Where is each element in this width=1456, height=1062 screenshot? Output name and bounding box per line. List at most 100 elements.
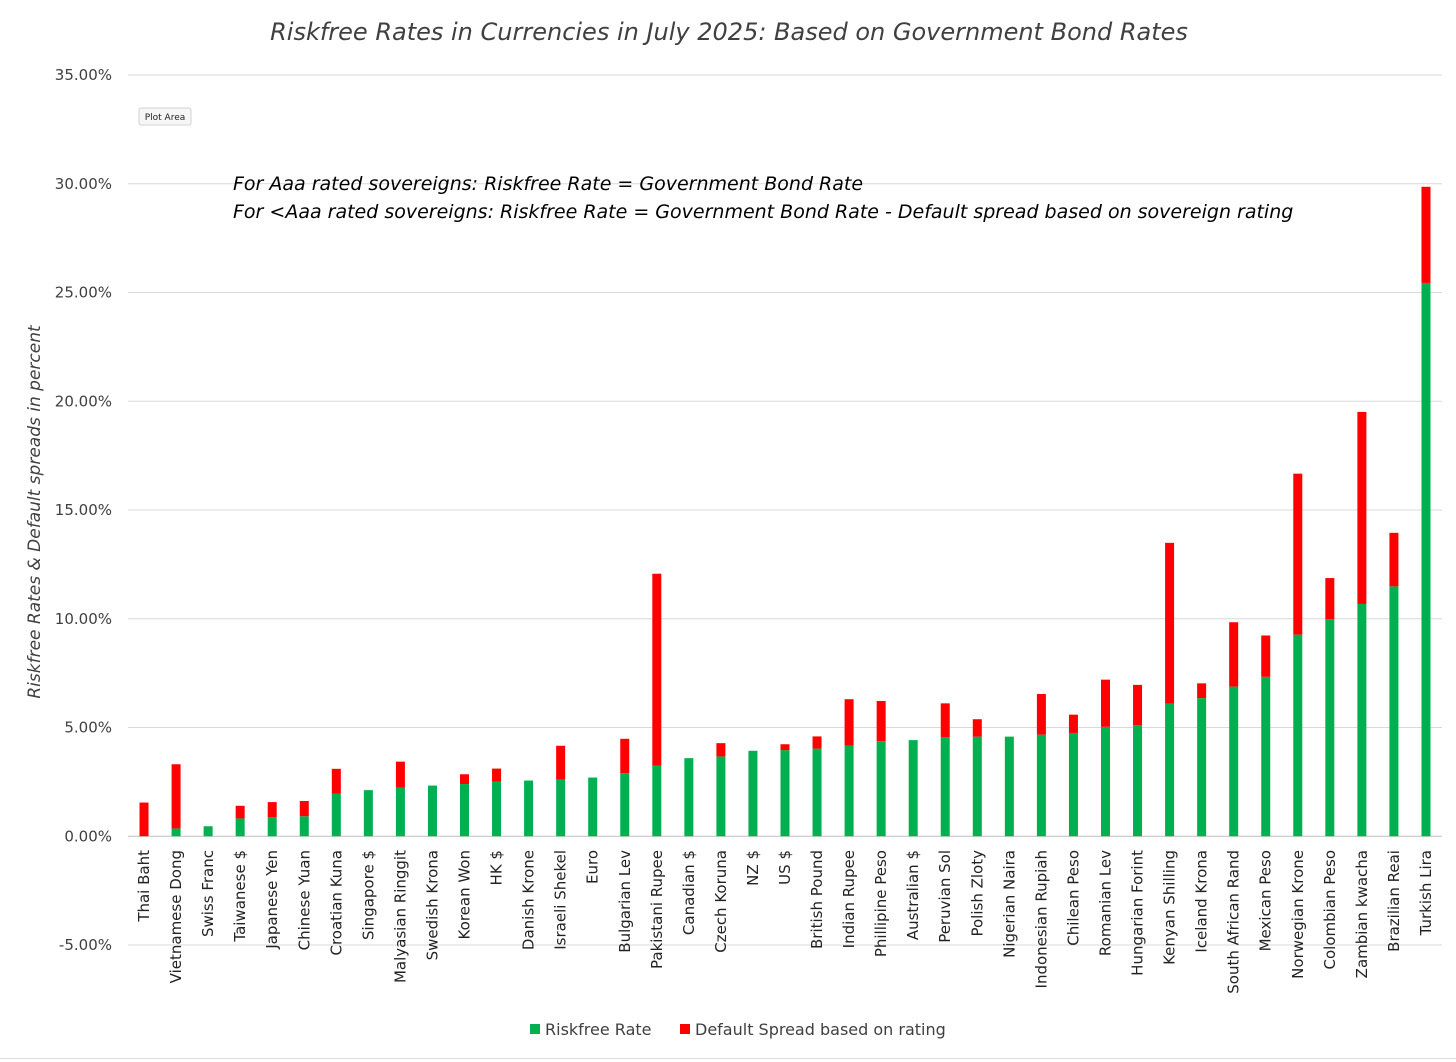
bar-riskfree-rate (716, 756, 726, 837)
bar-default-spread (1133, 684, 1143, 726)
bar-riskfree-rate (908, 740, 918, 837)
bar-riskfree-rate (972, 736, 982, 837)
bar-riskfree-rate (1004, 736, 1014, 837)
bar-default-spread (1389, 532, 1399, 587)
gridlines (128, 74, 1442, 946)
category-label: Polish Zloty (968, 850, 986, 937)
category-label: South African Rand (1225, 850, 1243, 994)
bar-riskfree-rate (748, 750, 758, 837)
bar-riskfree-rate (684, 758, 694, 837)
bar-riskfree-rate (171, 828, 181, 837)
bar-default-spread (812, 736, 822, 749)
category-label: Pakistani Rupee (648, 850, 666, 969)
category-label: Chinese Yuan (295, 850, 313, 950)
category-label: Bulgarian Lev (616, 850, 634, 953)
category-label: Canadian $ (680, 850, 698, 935)
bar-riskfree-rate (588, 777, 598, 837)
bar-riskfree-rate (1293, 634, 1303, 837)
bar-riskfree-rate (1229, 686, 1239, 837)
bar-riskfree-rate (1068, 732, 1078, 837)
category-label: Indonesian Rupiah (1032, 850, 1050, 988)
category-label: Peruvian Sol (936, 850, 954, 943)
plot-area-tag-text: Plot Area (145, 113, 186, 123)
legend-label-default-spread: Default Spread based on rating (695, 1020, 946, 1039)
bar-default-spread (235, 805, 245, 819)
category-label: Israeli Shekel (552, 850, 570, 950)
category-label: Thai Baht (135, 850, 153, 923)
category-label: US $ (776, 850, 794, 885)
y-tick-label: 25.00% (55, 284, 112, 302)
bar-default-spread (972, 719, 982, 737)
bar-default-spread (620, 738, 630, 774)
category-label: Norwegian Krone (1289, 850, 1307, 979)
bar-riskfree-rate (620, 773, 630, 837)
bar-default-spread (267, 802, 277, 818)
y-tick-label: 35.00% (55, 66, 112, 84)
y-tick-label: 5.00% (64, 719, 112, 737)
bar-default-spread (1357, 411, 1367, 604)
bar-default-spread (1293, 473, 1303, 635)
bar-riskfree-rate (1100, 726, 1110, 837)
category-label: Korean Won (456, 850, 474, 939)
category-label: Singapore $ (359, 850, 377, 940)
bar-riskfree-rate (492, 781, 502, 837)
bar-riskfree-rate (940, 737, 950, 837)
legend-swatch-default-spread (680, 1024, 690, 1034)
bar-riskfree-rate (203, 826, 213, 837)
category-label: Phillipine Peso (872, 850, 890, 957)
bar-riskfree-rate (299, 816, 309, 837)
bar-riskfree-rate (427, 785, 437, 837)
bar-default-spread (1229, 622, 1239, 687)
bar-riskfree-rate (1357, 603, 1367, 837)
bar-default-spread (1068, 714, 1078, 733)
category-label: Turkish Lira (1417, 850, 1435, 936)
bar-riskfree-rate (460, 784, 470, 837)
y-tick-label: 30.00% (55, 175, 112, 193)
bar-default-spread (1197, 683, 1207, 699)
y-tick-label: 10.00% (55, 610, 112, 628)
category-label: Swiss Franc (199, 850, 217, 937)
category-label: Colombian Peso (1321, 850, 1339, 970)
bar-default-spread (1261, 635, 1271, 677)
category-label: British Pound (808, 850, 826, 949)
plot-area-tag[interactable]: Plot Area (138, 107, 192, 126)
bar-default-spread (876, 700, 886, 742)
bar-riskfree-rate (395, 787, 405, 837)
bars (139, 186, 1431, 837)
category-label: Malyasian Ringgit (391, 850, 409, 983)
category-label: Mexican Peso (1257, 850, 1275, 951)
bar-default-spread (940, 703, 950, 738)
annotation-aaa: For Aaa rated sovereigns: Riskfree Rate … (233, 173, 863, 195)
bar-riskfree-rate (1133, 725, 1143, 837)
y-tick-label: 0.00% (64, 827, 112, 845)
category-label: Indian Rupee (840, 850, 858, 948)
bar-riskfree-rate (556, 779, 566, 837)
bar-riskfree-rate (331, 793, 341, 837)
category-label: Euro (584, 850, 602, 884)
bar-default-spread (139, 802, 149, 837)
bar-default-spread (171, 764, 181, 829)
bar-default-spread (1165, 542, 1175, 704)
plot-area-tag-box (138, 107, 192, 126)
bar-default-spread (1325, 578, 1335, 620)
category-label: Croatian Kuna (327, 850, 345, 956)
category-label: Romanian Lev (1096, 850, 1114, 956)
category-label: Swedish Krona (423, 850, 441, 960)
category-label: Japanese Yen (263, 850, 281, 950)
bar-default-spread (652, 573, 662, 766)
category-label: Brazilian Reai (1385, 850, 1403, 952)
category-label: Chilean Peso (1064, 850, 1082, 946)
bar-riskfree-rate (1197, 698, 1207, 837)
bar-default-spread (331, 768, 341, 794)
bar-riskfree-rate (1421, 282, 1431, 837)
category-label: Vietnamese Dong (167, 850, 185, 983)
category-label: Taiwanese $ (231, 850, 249, 943)
legend-label-riskfree: Riskfree Rate (545, 1020, 651, 1039)
category-label: Czech Koruna (712, 850, 730, 953)
legend: Riskfree Rate Default Spread based on ra… (530, 1020, 946, 1039)
y-tick-label: 15.00% (55, 501, 112, 519)
category-label: Kenyan Shilling (1161, 850, 1179, 965)
bar-default-spread (780, 744, 790, 751)
bar-riskfree-rate (267, 817, 277, 837)
